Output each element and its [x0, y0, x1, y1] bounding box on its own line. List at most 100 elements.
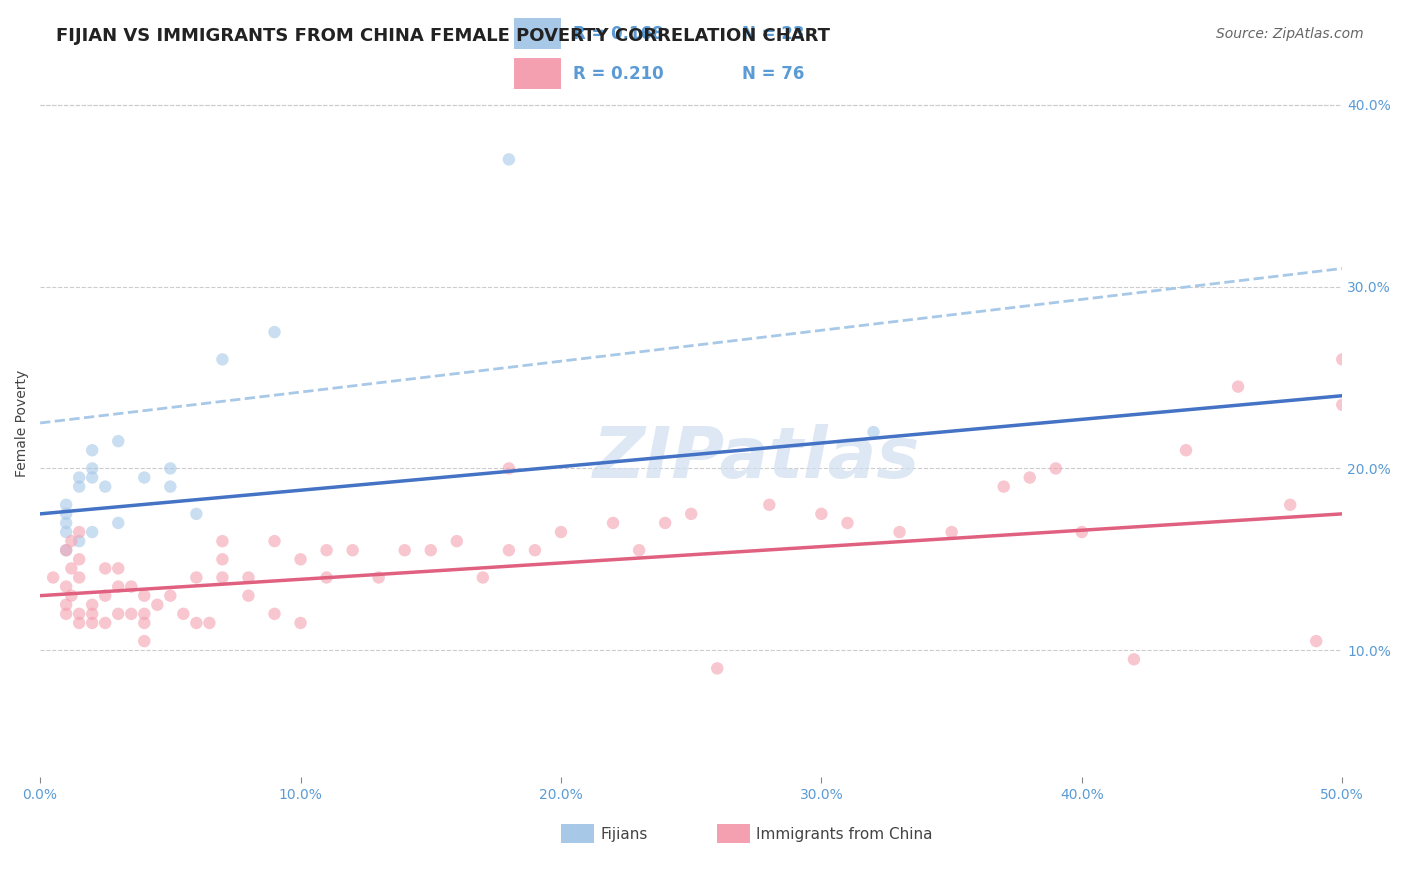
Point [290, 615, 312, 630]
Point [82, 443, 104, 458]
Point [263, 607, 285, 621]
Point [94, 615, 117, 630]
Point [94, 480, 117, 494]
FancyBboxPatch shape [717, 823, 749, 843]
Point [602, 516, 624, 530]
Point [67, 524, 90, 539]
FancyBboxPatch shape [515, 18, 561, 49]
Point [186, 507, 208, 521]
Point [82, 461, 104, 475]
Point [498, 543, 520, 558]
Point [263, 534, 285, 549]
Point [60, 534, 83, 549]
Point [394, 543, 416, 558]
Point [211, 534, 233, 549]
Point [82, 470, 104, 484]
Point [1070, 524, 1092, 539]
Text: Fijians: Fijians [600, 827, 647, 842]
Point [159, 480, 181, 494]
Text: N = 23: N = 23 [742, 25, 804, 43]
Point [120, 607, 142, 621]
Point [681, 507, 703, 521]
Text: R = 0.168: R = 0.168 [574, 25, 664, 43]
Point [120, 580, 142, 594]
Point [238, 570, 260, 584]
Point [211, 570, 233, 584]
Point [82, 598, 104, 612]
Point [498, 461, 520, 475]
Point [82, 524, 104, 539]
Point [82, 615, 104, 630]
Point [146, 598, 169, 612]
Point [94, 589, 117, 603]
FancyBboxPatch shape [561, 823, 593, 843]
Point [498, 153, 520, 167]
Point [1279, 498, 1302, 512]
Text: N = 76: N = 76 [742, 65, 804, 83]
Point [446, 534, 468, 549]
Point [315, 543, 337, 558]
Point [211, 352, 233, 367]
Point [55, 524, 77, 539]
Point [1045, 461, 1067, 475]
Text: Immigrants from China: Immigrants from China [756, 827, 932, 842]
Point [55, 498, 77, 512]
Point [42, 570, 65, 584]
Point [1018, 470, 1040, 484]
Text: R = 0.210: R = 0.210 [574, 65, 664, 83]
Point [134, 634, 156, 648]
Point [67, 552, 90, 566]
FancyBboxPatch shape [515, 58, 561, 89]
Point [67, 534, 90, 549]
Text: ZIPatlas: ZIPatlas [592, 424, 920, 493]
Point [523, 543, 546, 558]
Point [55, 598, 77, 612]
Point [238, 589, 260, 603]
Point [134, 470, 156, 484]
Text: Source: ZipAtlas.com: Source: ZipAtlas.com [1216, 27, 1364, 41]
Point [107, 607, 129, 621]
Text: FIJIAN VS IMMIGRANTS FROM CHINA FEMALE POVERTY CORRELATION CHART: FIJIAN VS IMMIGRANTS FROM CHINA FEMALE P… [56, 27, 830, 45]
Point [315, 570, 337, 584]
Point [862, 425, 884, 439]
Point [550, 524, 572, 539]
Point [628, 543, 651, 558]
Point [67, 607, 90, 621]
Point [186, 615, 208, 630]
Point [107, 516, 129, 530]
Point [367, 570, 389, 584]
Point [55, 607, 77, 621]
Point [342, 543, 364, 558]
Point [471, 570, 494, 584]
Point [211, 552, 233, 566]
Point [706, 661, 728, 675]
Point [1122, 652, 1144, 666]
Point [290, 552, 312, 566]
Point [837, 516, 859, 530]
Point [67, 615, 90, 630]
Point [94, 561, 117, 575]
Point [810, 507, 832, 521]
Point [186, 570, 208, 584]
Point [159, 589, 181, 603]
Point [263, 325, 285, 339]
Point [1227, 379, 1250, 393]
Point [107, 580, 129, 594]
Point [198, 615, 221, 630]
Point [1331, 352, 1354, 367]
Point [419, 543, 441, 558]
Point [55, 516, 77, 530]
Point [1331, 398, 1354, 412]
Point [134, 589, 156, 603]
Y-axis label: Female Poverty: Female Poverty [15, 369, 30, 476]
Point [55, 543, 77, 558]
Point [55, 507, 77, 521]
Point [941, 524, 963, 539]
Point [60, 589, 83, 603]
Point [60, 561, 83, 575]
Point [159, 461, 181, 475]
Point [107, 434, 129, 449]
Point [67, 480, 90, 494]
Point [107, 561, 129, 575]
Point [55, 543, 77, 558]
